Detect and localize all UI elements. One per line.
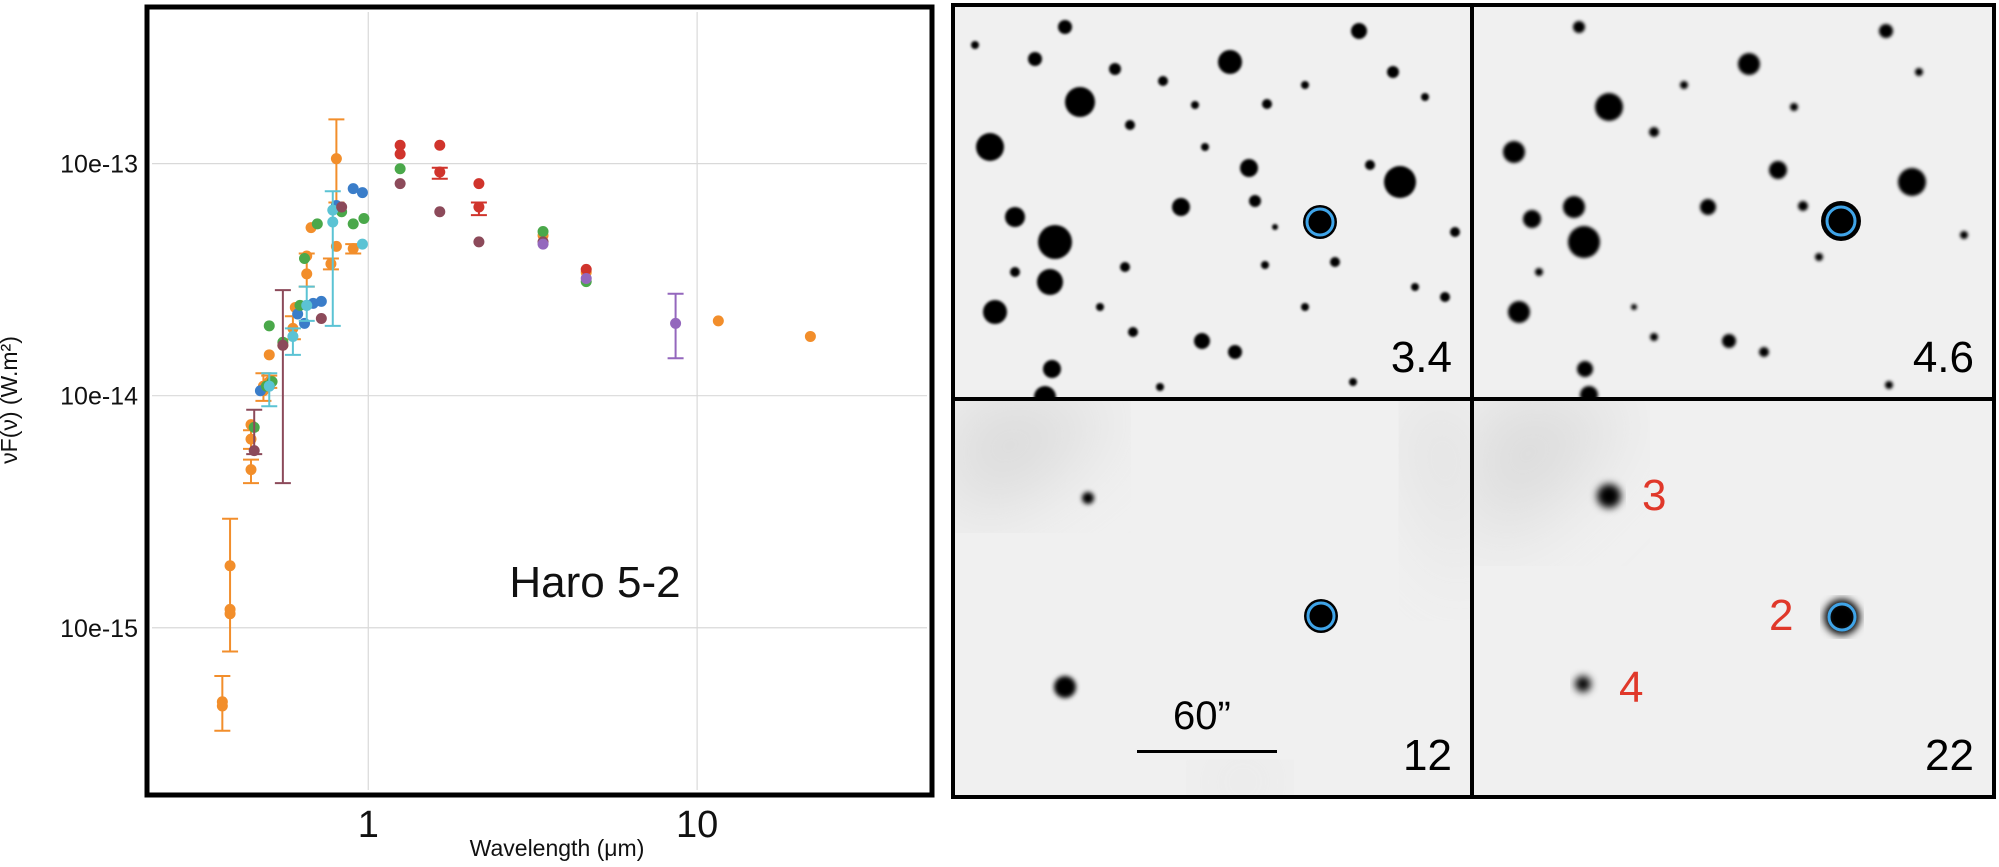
- target-marker-circle: [1827, 602, 1857, 632]
- data-point: [394, 178, 406, 190]
- data-point: [248, 445, 260, 457]
- data-point: [537, 225, 549, 237]
- band-label-12: 12: [1403, 731, 1452, 780]
- data-point: [356, 187, 368, 199]
- sed-marks: [214, 118, 816, 732]
- data-point: [434, 166, 446, 178]
- x-axis-title: Wavelength (μm): [470, 835, 645, 861]
- image-panel-4p6: 4.6: [1474, 7, 1992, 397]
- image-panel-12: 60” 12: [955, 401, 1470, 795]
- data-point: [299, 317, 311, 329]
- data-point: [434, 139, 446, 151]
- star-field-12: [955, 401, 1470, 795]
- object-name-annotation: Haro 5-2: [509, 558, 680, 607]
- source-label-4: 4: [1619, 663, 1644, 712]
- data-point: [347, 183, 359, 195]
- band-label-22: 22: [1925, 731, 1974, 780]
- data-point: [356, 238, 368, 250]
- star-field-4p6: [1503, 21, 1968, 397]
- data-point: [330, 153, 342, 165]
- data-point: [347, 243, 359, 255]
- data-point: [670, 317, 682, 329]
- data-point: [301, 299, 313, 311]
- data-point: [315, 313, 327, 325]
- data-point: [325, 258, 337, 270]
- data-point: [347, 218, 359, 230]
- sed-plot-frame: [144, 4, 935, 798]
- data-point: [473, 201, 485, 213]
- data-point: [358, 213, 370, 225]
- data-point: [263, 320, 275, 332]
- data-point: [315, 295, 327, 307]
- data-point: [804, 330, 816, 342]
- data-point: [311, 218, 323, 230]
- y-tick-label: 10e-13: [60, 151, 138, 179]
- image-panel-22: 3 2 4 22: [1474, 401, 1992, 795]
- sed-grid: [152, 12, 927, 790]
- data-point: [394, 148, 406, 160]
- band-label-4p6: 4.6: [1912, 333, 1974, 382]
- y-tick-label: 10e-15: [60, 615, 138, 643]
- data-point: [394, 163, 406, 175]
- data-point: [580, 263, 592, 275]
- scale-bar: [1137, 750, 1277, 753]
- target-marker-circle: [1825, 205, 1857, 237]
- source-label-2: 2: [1769, 591, 1794, 640]
- star-field-22: [1474, 401, 1860, 692]
- wise-image-grid: 3.4 4.6: [951, 3, 1996, 799]
- x-tick-label: 1: [358, 804, 379, 846]
- x-tick-label: 10: [676, 804, 718, 846]
- data-point: [327, 204, 339, 216]
- data-point: [537, 238, 549, 250]
- data-point: [580, 272, 592, 284]
- data-point: [712, 315, 724, 327]
- sed-chart: 1 10 10e-13 10e-14 10e-15 Haro 5-2 Wavelengt…: [0, 4, 935, 861]
- image-panel-3p4: 3.4: [955, 7, 1470, 397]
- data-point: [394, 139, 406, 151]
- data-point: [336, 201, 348, 213]
- data-point: [473, 236, 485, 248]
- data-point: [263, 349, 275, 361]
- data-point: [299, 253, 311, 265]
- data-point: [216, 700, 228, 712]
- star-field-3p4: [971, 20, 1460, 397]
- sed-ticks: 1 10 10e-13 10e-14 10e-15: [60, 151, 718, 846]
- data-point: [292, 308, 304, 320]
- source-label-3: 3: [1642, 471, 1667, 520]
- target-marker-circle: [1305, 207, 1335, 237]
- data-point: [287, 330, 299, 342]
- data-point: [277, 339, 289, 351]
- data-point: [327, 216, 339, 228]
- data-point: [224, 603, 236, 615]
- y-tick-label: 10e-14: [60, 383, 138, 411]
- data-point: [301, 268, 313, 280]
- data-point: [263, 380, 275, 392]
- target-marker-circle: [1306, 601, 1336, 631]
- data-point: [245, 464, 257, 476]
- scale-bar-label: 60”: [1173, 694, 1231, 738]
- data-point: [473, 178, 485, 190]
- data-point: [434, 206, 446, 218]
- band-label-3p4: 3.4: [1390, 333, 1452, 382]
- y-axis-title: νF(ν) (W.m²): [0, 336, 22, 464]
